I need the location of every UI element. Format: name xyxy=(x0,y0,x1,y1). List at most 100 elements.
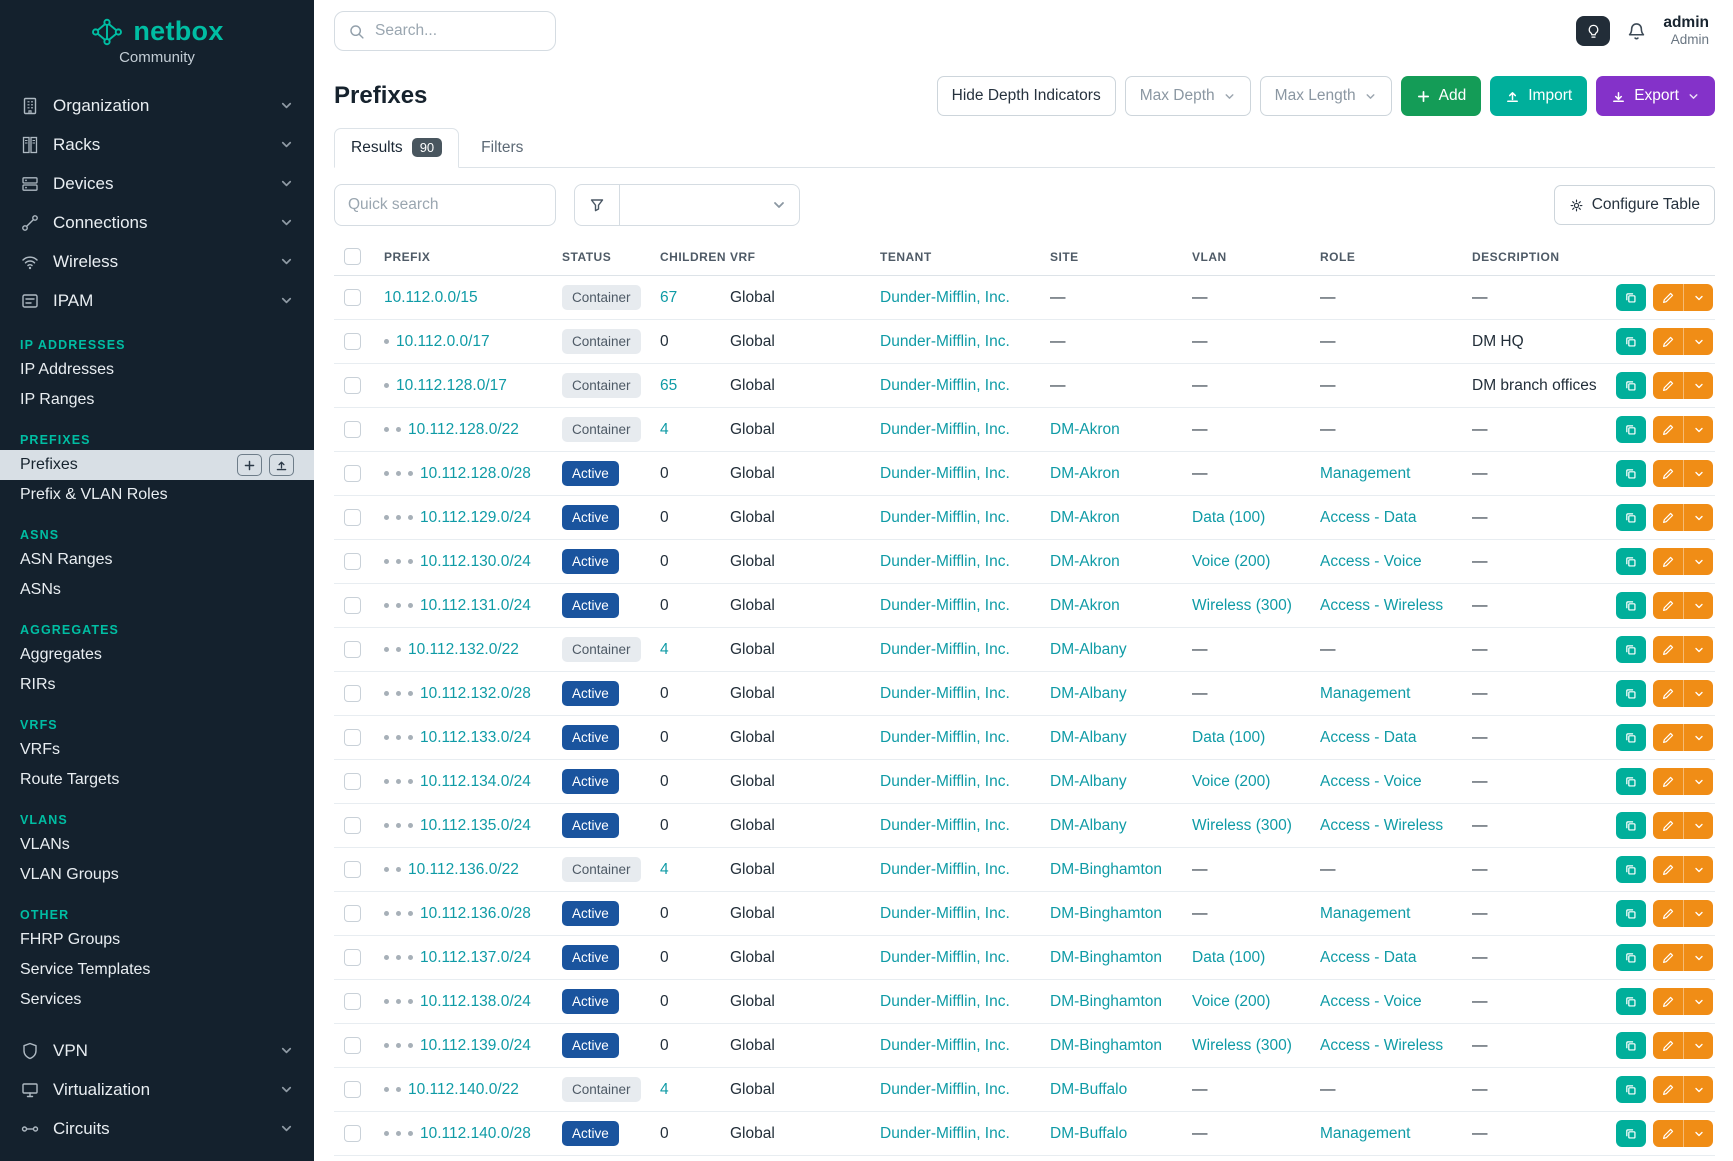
edit-button[interactable] xyxy=(1653,1076,1683,1103)
role-link[interactable]: Management xyxy=(1320,684,1411,702)
row-checkbox[interactable] xyxy=(344,640,361,658)
row-checkbox[interactable] xyxy=(344,596,361,614)
tenant-link[interactable]: Dunder-Mifflin, Inc. xyxy=(880,860,1010,878)
notifications-button[interactable] xyxy=(1626,21,1647,42)
clone-button[interactable] xyxy=(1616,416,1646,443)
vlan-link[interactable]: Data (100) xyxy=(1192,508,1266,526)
prefix-link[interactable]: 10.112.128.0/22 xyxy=(408,420,519,438)
tenant-link[interactable]: Dunder-Mifflin, Inc. xyxy=(880,420,1010,438)
tenant-link[interactable]: Dunder-Mifflin, Inc. xyxy=(880,288,1010,306)
clone-button[interactable] xyxy=(1616,1076,1646,1103)
tenant-link[interactable]: Dunder-Mifflin, Inc. xyxy=(880,508,1010,526)
select-all-checkbox[interactable] xyxy=(344,248,361,265)
row-checkbox[interactable] xyxy=(344,816,361,834)
filter-select[interactable] xyxy=(620,184,800,226)
clone-button[interactable] xyxy=(1616,592,1646,619)
prefix-link[interactable]: 10.112.139.0/24 xyxy=(420,1036,531,1054)
site-link[interactable]: DM-Buffalo xyxy=(1050,1124,1128,1142)
site-link[interactable]: DM-Binghamton xyxy=(1050,904,1162,922)
tenant-link[interactable]: Dunder-Mifflin, Inc. xyxy=(880,332,1010,350)
quick-import-button[interactable] xyxy=(269,454,294,476)
row-checkbox[interactable] xyxy=(344,1080,361,1098)
edit-dropdown-button[interactable] xyxy=(1683,1032,1713,1059)
site-link[interactable]: DM-Binghamton xyxy=(1050,948,1162,966)
edit-button[interactable] xyxy=(1653,548,1683,575)
sidebar-item-ipam[interactable]: IPAM xyxy=(0,281,314,320)
column-header-vlan[interactable]: VLAN xyxy=(1182,240,1310,276)
row-checkbox[interactable] xyxy=(344,508,361,526)
edit-button[interactable] xyxy=(1653,900,1683,927)
vlan-link[interactable]: Data (100) xyxy=(1192,728,1266,746)
row-checkbox[interactable] xyxy=(344,1124,361,1142)
tab-results[interactable]: Results 90 xyxy=(334,128,460,168)
column-header-vrf[interactable]: VRF xyxy=(720,240,870,276)
row-checkbox[interactable] xyxy=(344,376,361,394)
children-count-link[interactable]: 4 xyxy=(660,860,669,878)
clone-button[interactable] xyxy=(1616,548,1646,575)
role-link[interactable]: Access - Data xyxy=(1320,948,1417,966)
clone-button[interactable] xyxy=(1616,724,1646,751)
column-header-prefix[interactable]: PREFIX xyxy=(374,240,552,276)
prefix-link[interactable]: 10.112.130.0/24 xyxy=(420,552,531,570)
row-checkbox[interactable] xyxy=(344,728,361,746)
role-link[interactable]: Management xyxy=(1320,904,1411,922)
sidebar-item-services[interactable]: Services xyxy=(0,985,314,1015)
edit-button[interactable] xyxy=(1653,504,1683,531)
edit-button[interactable] xyxy=(1653,988,1683,1015)
sidebar-item-prefixes[interactable]: Prefixes xyxy=(0,450,314,480)
quick-add-button[interactable] xyxy=(237,454,262,476)
row-checkbox[interactable] xyxy=(344,332,361,350)
sidebar-item-vlan-groups[interactable]: VLAN Groups xyxy=(0,860,314,890)
tenant-link[interactable]: Dunder-Mifflin, Inc. xyxy=(880,948,1010,966)
edit-dropdown-button[interactable] xyxy=(1683,900,1713,927)
sidebar-item-virtualization[interactable]: Virtualization xyxy=(0,1070,314,1109)
role-link[interactable]: Access - Wireless xyxy=(1320,816,1444,834)
tenant-link[interactable]: Dunder-Mifflin, Inc. xyxy=(880,992,1010,1010)
edit-button[interactable] xyxy=(1653,416,1683,443)
row-checkbox[interactable] xyxy=(344,860,361,878)
row-checkbox[interactable] xyxy=(344,552,361,570)
hide-depth-indicators-button[interactable]: Hide Depth Indicators xyxy=(936,76,1116,116)
edit-button[interactable] xyxy=(1653,1032,1683,1059)
sidebar-item-wireless[interactable]: Wireless xyxy=(0,242,314,281)
edit-dropdown-button[interactable] xyxy=(1683,812,1713,839)
prefix-link[interactable]: 10.112.136.0/28 xyxy=(420,904,531,922)
sidebar-item-racks[interactable]: Racks xyxy=(0,125,314,164)
prefix-link[interactable]: 10.112.132.0/22 xyxy=(408,640,519,658)
edit-dropdown-button[interactable] xyxy=(1683,372,1713,399)
vlan-link[interactable]: Voice (200) xyxy=(1192,772,1271,790)
edit-dropdown-button[interactable] xyxy=(1683,1120,1713,1147)
edit-dropdown-button[interactable] xyxy=(1683,504,1713,531)
edit-button[interactable] xyxy=(1653,328,1683,355)
clone-button[interactable] xyxy=(1616,636,1646,663)
site-link[interactable]: DM-Buffalo xyxy=(1050,1080,1128,1098)
theme-toggle-button[interactable] xyxy=(1576,16,1611,46)
clone-button[interactable] xyxy=(1616,284,1646,311)
clone-button[interactable] xyxy=(1616,372,1646,399)
sidebar-item-route-targets[interactable]: Route Targets xyxy=(0,765,314,795)
max-depth-dropdown[interactable]: Max Depth xyxy=(1124,76,1251,116)
site-link[interactable]: DM-Binghamton xyxy=(1050,992,1162,1010)
prefix-link[interactable]: 10.112.137.0/24 xyxy=(420,948,531,966)
site-link[interactable]: DM-Binghamton xyxy=(1050,1036,1162,1054)
site-link[interactable]: DM-Albany xyxy=(1050,816,1127,834)
sidebar-item-prefix-vlan-roles[interactable]: Prefix & VLAN Roles xyxy=(0,480,314,510)
sidebar-item-connections[interactable]: Connections xyxy=(0,203,314,242)
vlan-link[interactable]: Data (100) xyxy=(1192,948,1266,966)
edit-button[interactable] xyxy=(1653,372,1683,399)
clone-button[interactable] xyxy=(1616,812,1646,839)
site-link[interactable]: DM-Albany xyxy=(1050,772,1127,790)
edit-button[interactable] xyxy=(1653,680,1683,707)
sidebar-item-service-templates[interactable]: Service Templates xyxy=(0,955,314,985)
children-count-link[interactable]: 67 xyxy=(660,288,678,306)
sidebar-item-fhrp-groups[interactable]: FHRP Groups xyxy=(0,925,314,955)
site-link[interactable]: DM-Akron xyxy=(1050,596,1120,614)
tenant-link[interactable]: Dunder-Mifflin, Inc. xyxy=(880,464,1010,482)
sidebar-item-circuits[interactable]: Circuits xyxy=(0,1109,314,1148)
role-link[interactable]: Management xyxy=(1320,464,1411,482)
clone-button[interactable] xyxy=(1616,856,1646,883)
row-checkbox[interactable] xyxy=(344,992,361,1010)
sidebar-item-vlans[interactable]: VLANs xyxy=(0,830,314,860)
configure-table-button[interactable]: Configure Table xyxy=(1553,185,1715,225)
sidebar-item-ip-addresses[interactable]: IP Addresses xyxy=(0,355,314,385)
